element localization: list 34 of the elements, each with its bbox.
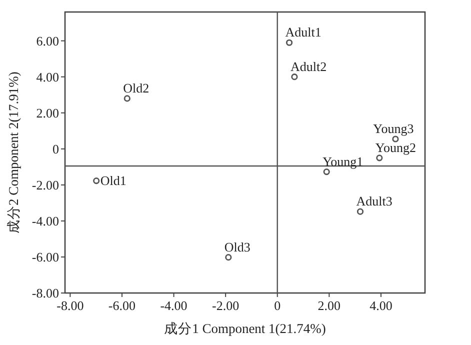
y-tick-label: -4.00 [32,213,59,228]
annotation: Adult3 [356,194,392,209]
y-tick-label: 4.00 [36,69,59,84]
annotation: Old3 [224,239,250,254]
point [286,39,293,46]
y-tick-label: 6.00 [36,33,59,48]
point [124,95,130,102]
y-tick-label: -2.00 [32,177,59,192]
x-axis-title: 成分1 Component 1(21.74%) [164,321,326,336]
annotation: Young1 [322,154,364,169]
x-tick-label: 2.00 [318,298,341,313]
x-tick-label: -8.00 [56,298,84,313]
x-tick-label: -4.00 [160,298,188,313]
annotation: Adult2 [290,58,327,74]
x-tick-label: 4.00 [370,298,392,313]
point [392,136,399,142]
annotation: Young2 [375,140,416,155]
point [291,74,298,80]
y-tick-label: -6.00 [32,249,59,264]
annotation: Adult1 [285,24,322,40]
y-tick-label: 2.00 [36,105,59,120]
annotation: Young3 [373,120,414,136]
y-tick-label: -8.00 [32,286,59,300]
y-tick-label: 0 [52,141,59,156]
point [376,154,383,162]
x-tick-label: 0 [274,298,281,313]
annotation: Old1 [100,172,126,188]
point [93,177,100,184]
annotation: Old2 [123,80,150,96]
y-axis-title: 成分2 Component 2(17.91%) [6,72,21,234]
x-tick-label: -6.00 [108,298,136,313]
point [225,254,232,261]
point [356,208,364,215]
x-tick-label: -2.00 [212,298,240,313]
